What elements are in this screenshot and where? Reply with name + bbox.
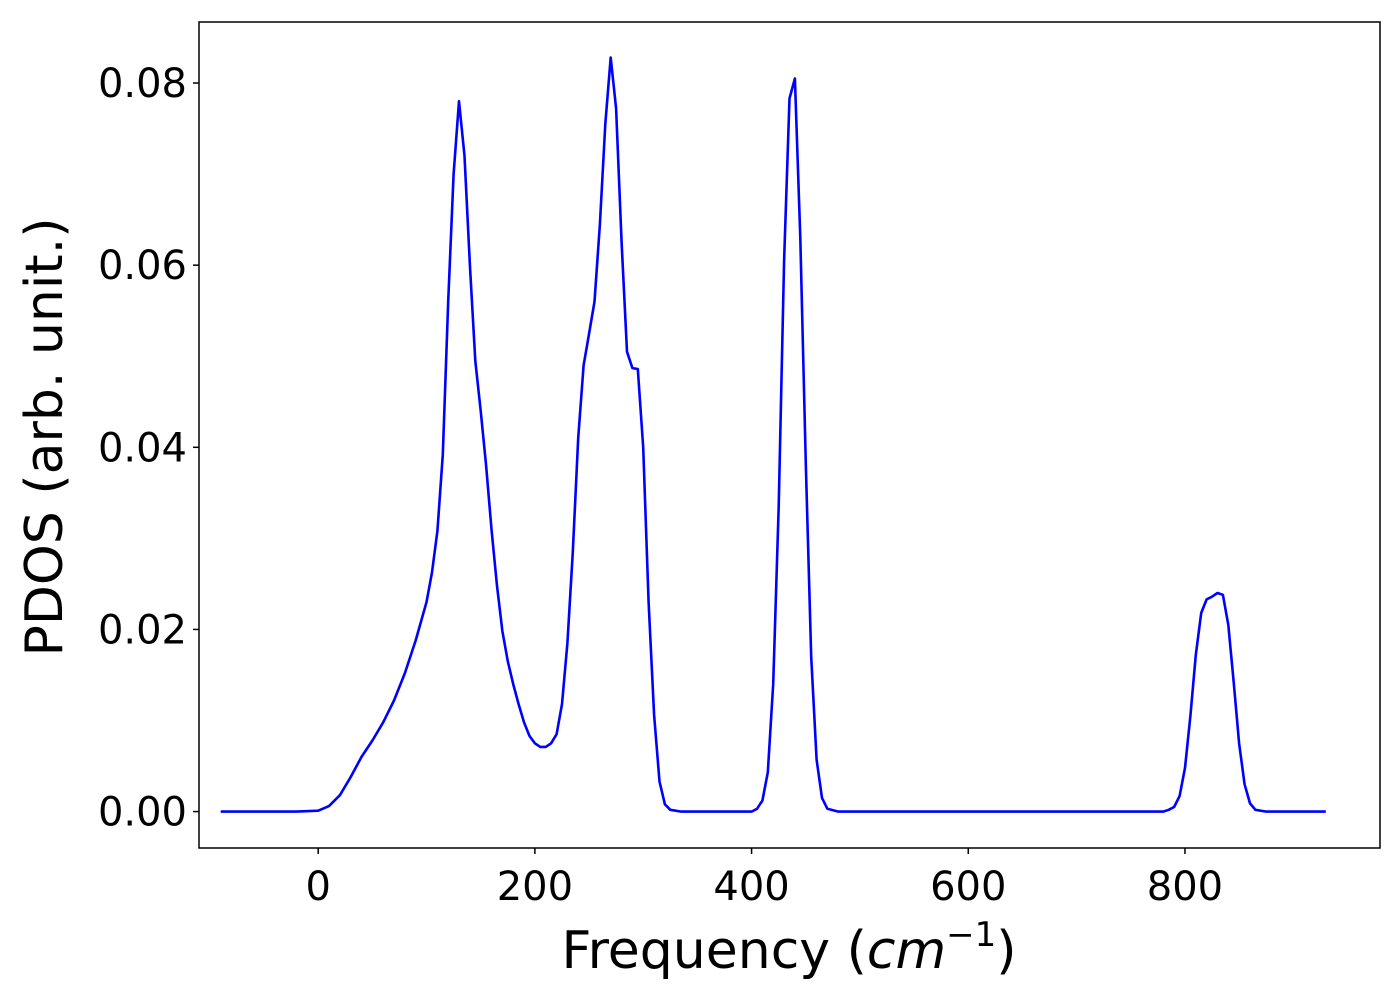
y-tick-label: 0.04 bbox=[98, 425, 187, 471]
y-tick-label: 0.06 bbox=[98, 243, 187, 289]
x-tick-label: 400 bbox=[713, 864, 789, 910]
y-tick-label: 0.02 bbox=[98, 607, 187, 653]
y-tick-label: 0.08 bbox=[98, 61, 187, 107]
y-axis-ticks: 0.00 0.02 0.04 0.06 0.08 bbox=[98, 61, 199, 836]
y-tick-label: 0.00 bbox=[98, 790, 187, 836]
x-axis-label: Frequency (cm−1) bbox=[561, 915, 1016, 981]
x-axis-ticks: 0 200 400 600 800 bbox=[305, 848, 1223, 910]
series-layer bbox=[220, 56, 1326, 813]
x-tick-label: 600 bbox=[930, 864, 1006, 910]
plot-frame bbox=[198, 21, 1381, 849]
x-tick-label: 800 bbox=[1147, 864, 1223, 910]
series-line-0 bbox=[220, 56, 1326, 813]
x-tick-label: 0 bbox=[305, 864, 330, 910]
y-axis-label: PDOS (arb. unit.) bbox=[15, 217, 75, 656]
x-tick-label: 200 bbox=[497, 864, 573, 910]
